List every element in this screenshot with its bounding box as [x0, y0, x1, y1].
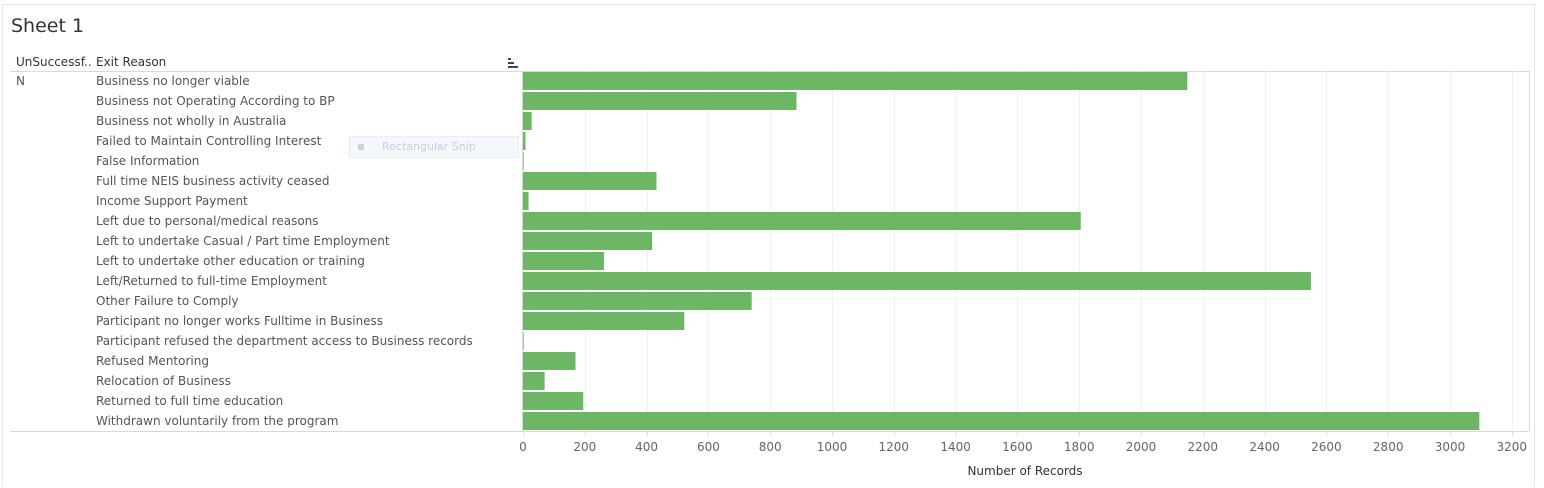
- bar-5[interactable]: [523, 172, 657, 190]
- category-label[interactable]: Full time NEIS business activity ceased: [96, 174, 330, 188]
- x-tick-label: 3000: [1435, 440, 1466, 454]
- x-tick-label: 600: [697, 440, 720, 454]
- bar-9[interactable]: [523, 252, 604, 270]
- category-label[interactable]: Participant refused the department acces…: [96, 334, 473, 348]
- bar-10[interactable]: [523, 272, 1311, 290]
- rectangular-snip-label: Rectangular Snip: [382, 140, 476, 153]
- x-tick-label: 2000: [1126, 440, 1157, 454]
- x-tick-label: 1000: [817, 440, 848, 454]
- category-label[interactable]: Business no longer viable: [96, 74, 250, 88]
- bar-7[interactable]: [523, 212, 1081, 230]
- x-tick-label: 1600: [1002, 440, 1033, 454]
- category-label[interactable]: Income Support Payment: [96, 194, 248, 208]
- bar-3[interactable]: [523, 132, 526, 150]
- bar-6[interactable]: [523, 192, 529, 210]
- x-tick-label: 1200: [879, 440, 910, 454]
- x-tick-label: 1400: [940, 440, 971, 454]
- category-label[interactable]: Business not wholly in Australia: [96, 114, 287, 128]
- bar-0[interactable]: [523, 72, 1188, 90]
- category-label[interactable]: Participant no longer works Fulltime in …: [96, 314, 384, 328]
- category-label[interactable]: Business not Operating According to BP: [96, 94, 335, 108]
- column-header-exit-reason[interactable]: Exit Reason: [96, 55, 167, 69]
- bar-13[interactable]: [523, 332, 524, 350]
- bar-8[interactable]: [523, 232, 653, 250]
- category-label[interactable]: Withdrawn voluntarily from the program: [96, 414, 339, 428]
- bar-11[interactable]: [523, 292, 752, 310]
- x-tick-label: 2200: [1188, 440, 1219, 454]
- x-tick-label: 1800: [1064, 440, 1095, 454]
- sheet-title: Sheet 1: [11, 15, 85, 37]
- unsuccessful-value: N: [16, 74, 25, 88]
- bar-4[interactable]: [523, 152, 524, 170]
- bar-12[interactable]: [523, 312, 685, 330]
- x-tick-label: 0: [519, 440, 527, 454]
- x-axis-title: Number of Records: [967, 464, 1082, 478]
- category-label[interactable]: Left to undertake other education or tra…: [96, 254, 365, 268]
- category-label[interactable]: Left/Returned to full-time Employment: [96, 274, 327, 288]
- bar-16[interactable]: [523, 392, 584, 410]
- x-tick-label: 800: [759, 440, 782, 454]
- category-label[interactable]: Refused Mentoring: [96, 354, 209, 368]
- sheet-frame: [2, 4, 1535, 486]
- x-tick-label: 2800: [1373, 440, 1404, 454]
- bar-1[interactable]: [523, 92, 797, 110]
- category-label[interactable]: Left to undertake Casual / Part time Emp…: [96, 234, 390, 248]
- x-tick-label: 3200: [1497, 440, 1528, 454]
- bar-2[interactable]: [523, 112, 532, 130]
- bar-14[interactable]: [523, 352, 576, 370]
- category-label[interactable]: Relocation of Business: [96, 374, 231, 388]
- sort-icon[interactable]: [508, 58, 518, 68]
- x-tick-label: 2600: [1311, 440, 1342, 454]
- column-header-unsuccessful[interactable]: UnSuccessf..: [16, 55, 92, 69]
- x-tick-label: 2400: [1249, 440, 1280, 454]
- bar-15[interactable]: [523, 372, 545, 390]
- category-label[interactable]: Returned to full time education: [96, 394, 284, 408]
- snip-icon: [358, 144, 364, 150]
- category-label[interactable]: Left due to personal/medical reasons: [96, 214, 319, 228]
- bar-17[interactable]: [523, 412, 1480, 430]
- x-tick-label: 200: [573, 440, 596, 454]
- category-label[interactable]: Other Failure to Comply: [96, 294, 239, 308]
- rectangular-snip-overlay[interactable]: Rectangular Snip: [349, 136, 519, 158]
- category-label[interactable]: Failed to Maintain Controlling Interest: [96, 134, 322, 148]
- x-tick-label: 400: [635, 440, 658, 454]
- category-label[interactable]: False Information: [96, 154, 200, 168]
